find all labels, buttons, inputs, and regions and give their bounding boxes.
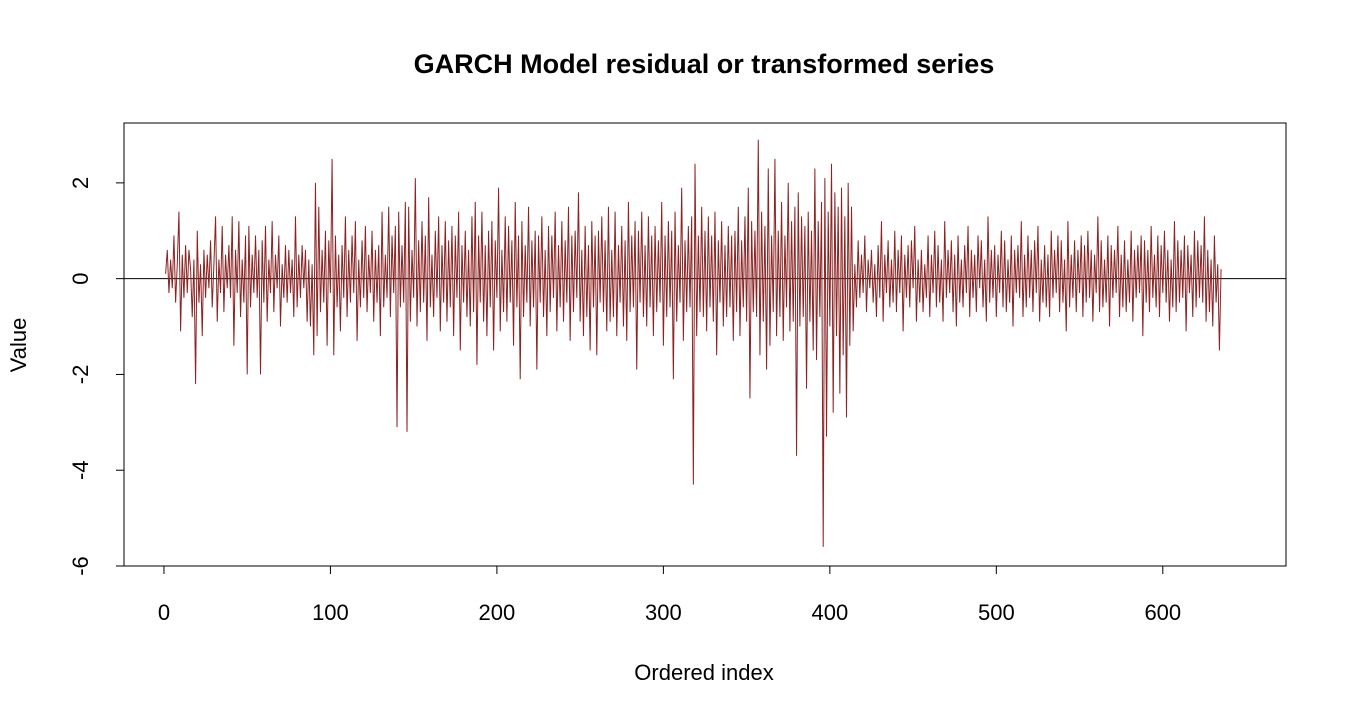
y-tick-label: 2 [68,177,93,189]
y-tick-label: -6 [68,556,93,576]
y-tick-label: 0 [68,273,93,285]
x-axis: 0 100 200 300 400 500 600 [158,565,1181,625]
y-tick-label: -2 [68,365,93,385]
plot-frame [123,122,1287,567]
y-axis: -6 -4 -2 0 2 [68,177,125,576]
y-tick-label: -4 [68,460,93,480]
x-tick-label: 200 [479,600,516,625]
x-tick-label: 400 [811,600,848,625]
x-axis-label: Ordered index [634,660,773,685]
y-axis-label: Value [6,318,31,373]
x-tick-label: 600 [1144,600,1181,625]
x-tick-label: 100 [312,600,349,625]
residual-series-line [165,139,1222,547]
x-tick-label: 300 [645,600,682,625]
x-tick-label: 500 [978,600,1015,625]
x-tick-label: 0 [158,600,170,625]
chart-title: GARCH Model residual or transformed seri… [414,49,995,79]
